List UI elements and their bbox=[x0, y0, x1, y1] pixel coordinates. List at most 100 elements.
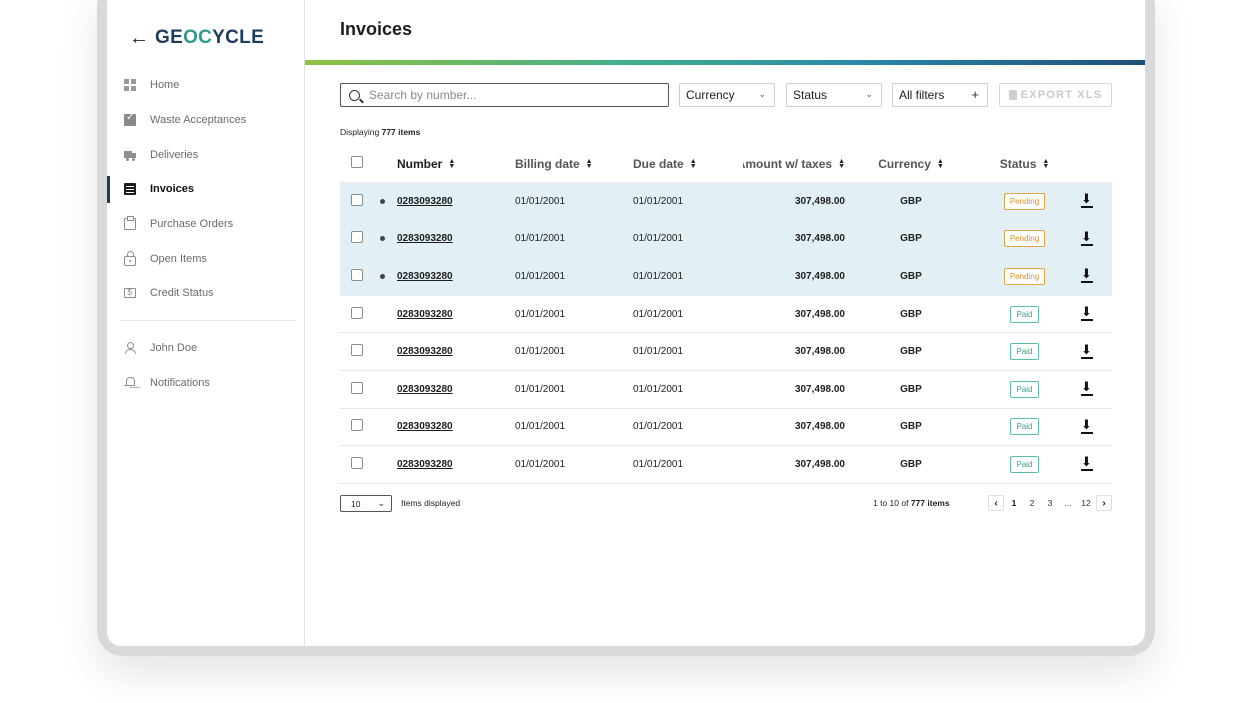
column-header-label: Due date bbox=[633, 156, 684, 171]
status-select[interactable]: Status ⌄ bbox=[786, 83, 882, 107]
download-icon[interactable] bbox=[1081, 454, 1093, 472]
column-header-number[interactable]: Number ▲ ▼ bbox=[397, 157, 515, 171]
page-number[interactable]: 3 bbox=[1047, 498, 1053, 508]
app-screen: ← GEOCYCLE Home Waste Acceptances Deliveri… bbox=[107, 0, 1145, 646]
column-header-currency[interactable]: Currency ▲ ▼ bbox=[845, 157, 977, 171]
checklist-icon bbox=[124, 112, 136, 127]
currency: GBP bbox=[900, 458, 922, 470]
row-checkbox[interactable] bbox=[351, 381, 363, 394]
row-checkbox[interactable] bbox=[351, 456, 363, 469]
status-cell: Paid bbox=[977, 455, 1072, 473]
bell-icon bbox=[124, 376, 136, 389]
prev-page-button[interactable]: ‹ bbox=[988, 495, 1004, 511]
range-summary: 1 to 10 of 777 items bbox=[873, 498, 950, 508]
row-checkbox[interactable] bbox=[351, 193, 363, 206]
row-checkbox[interactable] bbox=[351, 231, 363, 244]
invoice-number-link[interactable]: 0283093280 bbox=[397, 458, 453, 470]
download-icon[interactable] bbox=[1081, 342, 1093, 359]
due-date: 01/01/2001 bbox=[633, 233, 684, 245]
download-cell bbox=[1072, 379, 1102, 397]
plus-icon: + bbox=[971, 87, 979, 102]
status-cell: Paid bbox=[977, 305, 1072, 323]
column-header-due-date[interactable]: Due date ▲ ▼ bbox=[633, 157, 743, 171]
invoice-number-link[interactable]: 0283093280 bbox=[397, 233, 453, 245]
page-number[interactable]: 12 bbox=[1081, 498, 1091, 508]
table-row[interactable]: 0283093280 01/01/2001 01/01/2001 307,498.00… bbox=[340, 446, 1112, 484]
sidebar-item-open-items[interactable]: Open Items bbox=[107, 241, 305, 276]
download-cell bbox=[1072, 191, 1102, 209]
invoice-number-link[interactable]: 0283093280 bbox=[397, 308, 453, 320]
table-row[interactable]: 0283093280 01/01/2001 01/01/2001 307,498.00… bbox=[340, 333, 1112, 371]
download-icon[interactable] bbox=[1081, 229, 1093, 246]
invoice-number-link[interactable]: 0283093280 bbox=[397, 383, 453, 395]
select-all-checkbox[interactable] bbox=[351, 156, 363, 168]
all-filters-label: All filters bbox=[899, 88, 945, 102]
export-xls-button[interactable]: EXPORT XLS bbox=[999, 83, 1112, 107]
all-filters-button[interactable]: All filters + bbox=[892, 83, 988, 107]
billing-date: 01/01/2001 bbox=[515, 270, 566, 282]
page-number[interactable]: 1 bbox=[1011, 498, 1017, 508]
currency-select[interactable]: Currency ⌄ bbox=[679, 83, 775, 107]
table-row[interactable]: 0283093280 01/01/2001 01/01/2001 307,498.00… bbox=[340, 371, 1112, 409]
download-cell bbox=[1072, 417, 1102, 434]
table-row[interactable]: 0283093280 01/01/2001 01/01/2001 307,498.00… bbox=[340, 183, 1112, 221]
table-row[interactable]: 0283093280 01/01/2001 01/01/2001 307,498.00… bbox=[340, 296, 1112, 334]
table-row[interactable]: 0283093280 01/01/2001 01/01/2001 307,498.00… bbox=[340, 258, 1112, 296]
download-icon[interactable] bbox=[1081, 191, 1093, 209]
column-header-label: Status bbox=[999, 156, 1037, 171]
status-badge: Pending bbox=[1003, 230, 1046, 248]
sidebar-item-invoices[interactable]: Invoices bbox=[107, 172, 305, 207]
currency: GBP bbox=[900, 346, 922, 358]
invoice-number-link[interactable]: 0283093280 bbox=[397, 346, 453, 358]
column-header-amount[interactable]: Amount w/ taxes ▲ ▼ bbox=[743, 157, 845, 171]
column-header-billing-date[interactable]: Billing date ▲ ▼ bbox=[515, 157, 633, 171]
search-input[interactable] bbox=[369, 88, 649, 102]
per-page-value: 10 bbox=[351, 498, 361, 509]
column-header-label: Amount w/ taxes bbox=[743, 156, 833, 171]
unread-dot-icon bbox=[380, 273, 385, 279]
table-row[interactable]: 0283093280 01/01/2001 01/01/2001 307,498.00… bbox=[340, 220, 1112, 259]
unread-indicator-cell bbox=[380, 233, 397, 244]
table-row[interactable]: 0283093280 01/01/2001 01/01/2001 307,498.00… bbox=[340, 409, 1112, 447]
row-checkbox[interactable] bbox=[351, 306, 363, 319]
sidebar-item-notifications[interactable]: Notifications bbox=[107, 366, 305, 401]
column-header-status[interactable]: Status ▲ ▼ bbox=[977, 157, 1072, 171]
billing-date: 01/01/2001 bbox=[515, 346, 566, 358]
sidebar-divider bbox=[121, 319, 295, 321]
invoice-number-link[interactable]: 0283093280 bbox=[397, 195, 453, 207]
sidebar-item-waste-acceptances[interactable]: Waste Acceptances bbox=[107, 103, 305, 138]
amount-with-taxes: 307,498.00 bbox=[794, 195, 845, 207]
invoice-number-link[interactable]: 0283093280 bbox=[397, 270, 453, 282]
results-count: 777 items bbox=[381, 127, 421, 137]
sidebar-item-label: Invoices bbox=[150, 183, 195, 196]
billing-date: 01/01/2001 bbox=[515, 233, 566, 245]
row-checkbox[interactable] bbox=[351, 344, 363, 357]
unread-indicator-cell bbox=[380, 271, 397, 282]
sidebar-item-label: Credit Status bbox=[150, 287, 214, 300]
per-page-select[interactable]: 10 ⌄ bbox=[340, 495, 392, 512]
page-number[interactable]: 2 bbox=[1029, 498, 1035, 508]
sidebar-item-purchase-orders[interactable]: Purchase Orders bbox=[107, 207, 305, 242]
sidebar-item-john-doe[interactable]: John Doe bbox=[107, 331, 305, 366]
download-icon[interactable] bbox=[1081, 379, 1093, 397]
row-checkbox[interactable] bbox=[351, 268, 363, 281]
next-page-button[interactable]: › bbox=[1096, 495, 1112, 511]
user-icon bbox=[124, 342, 136, 355]
select-all-cell bbox=[340, 156, 380, 171]
download-icon[interactable] bbox=[1081, 304, 1093, 322]
download-icon[interactable] bbox=[1081, 417, 1093, 434]
unread-indicator-cell bbox=[380, 196, 397, 207]
back-arrow-icon[interactable]: ← bbox=[129, 26, 149, 49]
sidebar-item-credit-status[interactable]: Credit Status bbox=[107, 276, 305, 311]
download-icon[interactable] bbox=[1081, 266, 1093, 284]
items-displayed-label: Items displayed bbox=[401, 498, 461, 508]
sidebar-item-deliveries[interactable]: Deliveries bbox=[107, 137, 305, 172]
search-box[interactable] bbox=[340, 83, 669, 107]
row-checkbox[interactable] bbox=[351, 419, 363, 432]
sidebar-item-home[interactable]: Home bbox=[107, 68, 305, 103]
invoice-number-link[interactable]: 0283093280 bbox=[397, 421, 453, 433]
amount-with-taxes: 307,498.00 bbox=[794, 233, 845, 245]
sidebar-item-label: Open Items bbox=[150, 252, 207, 265]
chevron-down-icon: ⌄ bbox=[758, 89, 766, 99]
amount-with-taxes: 307,498.00 bbox=[794, 383, 845, 395]
